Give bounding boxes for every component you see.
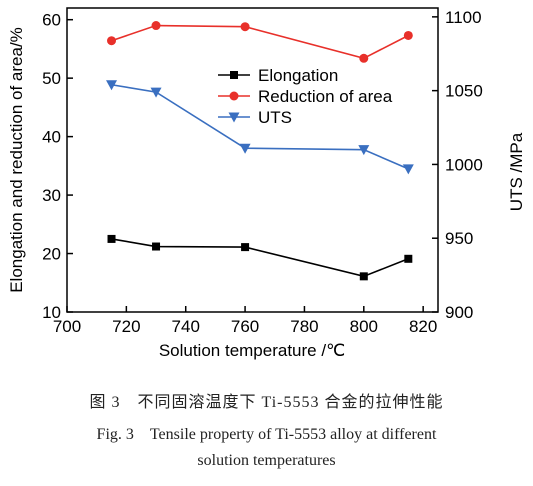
- elongation-point: [241, 243, 250, 252]
- y-left-tick-label: 60: [42, 11, 61, 30]
- elongation-point: [404, 254, 413, 263]
- x-tick-label: 720: [112, 317, 140, 336]
- x-tick-label: 780: [290, 317, 318, 336]
- y-right-tick-label: 950: [445, 229, 473, 248]
- x-tick-label: 820: [409, 317, 437, 336]
- y-right-tick-label: 1100: [445, 8, 482, 27]
- legend: Elongation Reduction of area UTS: [218, 66, 393, 127]
- legend-elongation-label: Elongation: [258, 66, 338, 85]
- series-layer: [106, 21, 414, 281]
- reduction-of-area-point: [403, 30, 413, 40]
- reduction-of-area-point: [107, 36, 117, 46]
- y-right-tick-label: 1050: [445, 82, 483, 101]
- uts-point: [358, 145, 370, 156]
- uts-point: [239, 143, 251, 154]
- uts-point: [106, 80, 118, 91]
- legend-uts-marker: [228, 112, 240, 123]
- x-axis-title: Solution temperature /℃: [159, 341, 345, 360]
- y-right-tick-label: 900: [445, 303, 473, 322]
- x-tick-label: 800: [350, 317, 378, 336]
- y-axis-left-title: Elongation and reduction of area/%: [7, 27, 26, 293]
- figure-caption-english-line1: Fig. 3 Tensile property of Ti-5553 alloy…: [96, 426, 437, 443]
- reduction-of-area-point: [359, 53, 369, 63]
- y-right-tick-label: 1000: [445, 155, 483, 174]
- elongation-point: [107, 234, 116, 243]
- figure-caption-english-line2: solution temperatures: [197, 452, 336, 469]
- figure-caption-chinese: 图 3 不同固溶温度下 Ti-5553 合金的拉伸性能: [89, 394, 444, 411]
- reduction-of-area-point: [240, 22, 250, 32]
- elongation-point: [152, 242, 161, 251]
- x-tick-label: 760: [231, 317, 259, 336]
- reduction-of-area-point: [151, 21, 161, 31]
- elongation-point: [359, 272, 368, 281]
- y-left-tick-label: 20: [42, 245, 61, 264]
- y-axis-right-title: UTS /MPa: [507, 132, 526, 211]
- reduction-of-area-line: [111, 24, 409, 60]
- legend-uts-label: UTS: [258, 108, 292, 127]
- ticks-layer: 700 720 740 760 780 800 820 10 20 30 40 50 60 900 950 1…: [42, 8, 483, 336]
- legend-reduction-of-area-marker: [229, 91, 239, 101]
- plot-area-frame: [66, 7, 439, 313]
- x-tick-label: 700: [53, 317, 81, 336]
- y-left-tick-label: 10: [42, 303, 61, 322]
- chart: 700 720 740 760 780 800 820 10 20 30 40 50 60 900 950 1…: [7, 7, 526, 360]
- legend-elongation-marker: [230, 71, 238, 79]
- x-tick-label: 740: [172, 317, 200, 336]
- uts-point: [150, 87, 162, 98]
- y-left-tick-label: 40: [42, 128, 61, 147]
- legend-reduction-of-area-label: Reduction of area: [258, 87, 393, 106]
- uts-point: [402, 164, 414, 175]
- y-left-tick-label: 30: [42, 186, 61, 205]
- y-left-tick-label: 50: [42, 69, 61, 88]
